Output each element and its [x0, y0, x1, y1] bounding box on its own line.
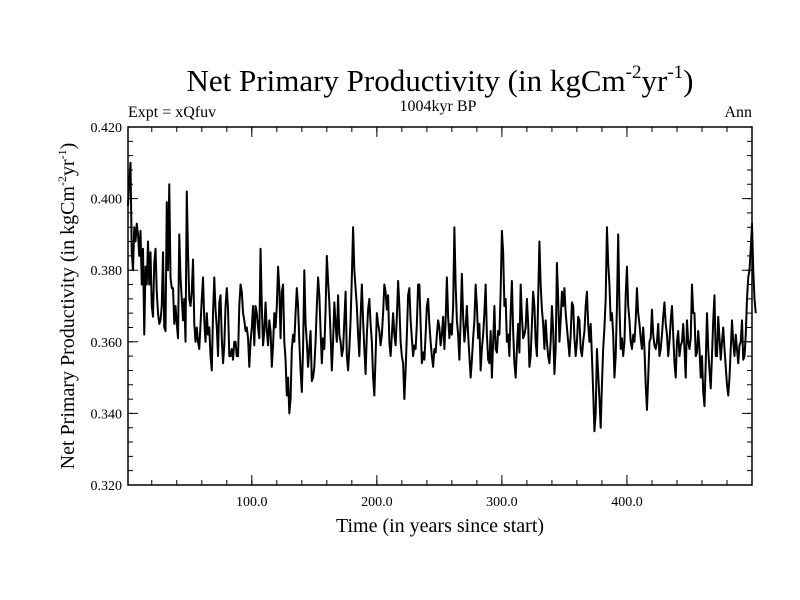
y-axis-ticks: 0.320 0.340 0.360 0.380 0.400 0.420 — [91, 121, 752, 494]
experiment-label: Expt = xQfuv — [128, 104, 216, 121]
y-tick-label: 0.340 — [91, 407, 123, 422]
npp-series-line — [127, 161, 757, 433]
x-axis-ticks: 100.0 200.0 300.0 400.0 — [236, 127, 643, 510]
season-label: Ann — [724, 104, 752, 121]
x-tick-label: 300.0 — [486, 495, 518, 510]
x-axis-label: Time (in years since start) — [336, 515, 544, 537]
x-tick-label: 400.0 — [611, 495, 643, 510]
y-tick-label: 0.320 — [91, 479, 123, 494]
y-tick-label: 0.420 — [91, 121, 123, 136]
x-tick-label: 200.0 — [361, 495, 393, 510]
chart-subtitle: 1004kyr BP — [400, 98, 477, 115]
y-tick-label: 0.360 — [91, 336, 123, 351]
y-tick-label: 0.380 — [91, 264, 123, 279]
y-axis-label: Net Primary Productivity (in kgCm-2yr-1) — [55, 143, 79, 470]
x-tick-label: 100.0 — [236, 495, 268, 510]
plot-frame — [127, 126, 753, 486]
y-tick-label: 0.400 — [91, 193, 123, 208]
chart-title: Net Primary Productivity (in kgCm-2yr-1) — [187, 62, 694, 98]
